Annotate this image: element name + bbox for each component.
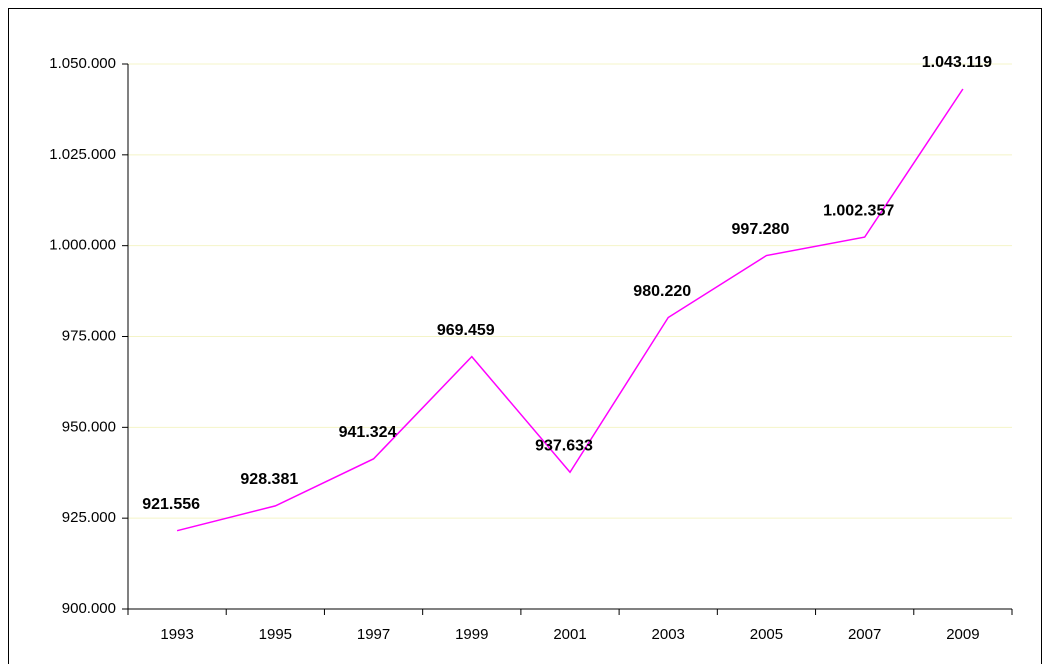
x-tick-label: 2003 <box>652 626 685 643</box>
y-tick-label: 925.000 <box>62 509 116 526</box>
x-tick-label: 1997 <box>357 626 390 643</box>
x-tick-label: 1993 <box>160 626 193 643</box>
y-tick-label: 1.025.000 <box>49 146 116 163</box>
x-tick-label: 1995 <box>259 626 292 643</box>
x-tick-label: 2009 <box>946 626 979 643</box>
data-label: 928.381 <box>240 471 298 488</box>
data-label: 1.002.357 <box>823 202 894 219</box>
data-label: 1.043.119 <box>922 54 992 71</box>
data-label: 969.459 <box>437 322 495 339</box>
y-tick-label: 950.000 <box>62 418 116 435</box>
x-tick-label: 2005 <box>750 626 783 643</box>
y-tick-label: 900.000 <box>62 600 116 617</box>
x-tick-label: 2001 <box>553 626 586 643</box>
data-label: 941.324 <box>339 424 397 441</box>
data-label: 921.556 <box>142 496 200 513</box>
data-label: 997.280 <box>732 221 790 238</box>
data-label: 980.220 <box>633 283 691 300</box>
x-tick-label: 2007 <box>848 626 881 643</box>
y-tick-label: 1.050.000 <box>49 55 116 72</box>
x-tick-label: 1999 <box>455 626 488 643</box>
y-tick-label: 1.000.000 <box>49 237 116 254</box>
line <box>176 88 964 532</box>
y-tick-label: 975.000 <box>62 327 116 344</box>
chart-border <box>8 8 1042 664</box>
data-label: 937.633 <box>535 437 593 454</box>
